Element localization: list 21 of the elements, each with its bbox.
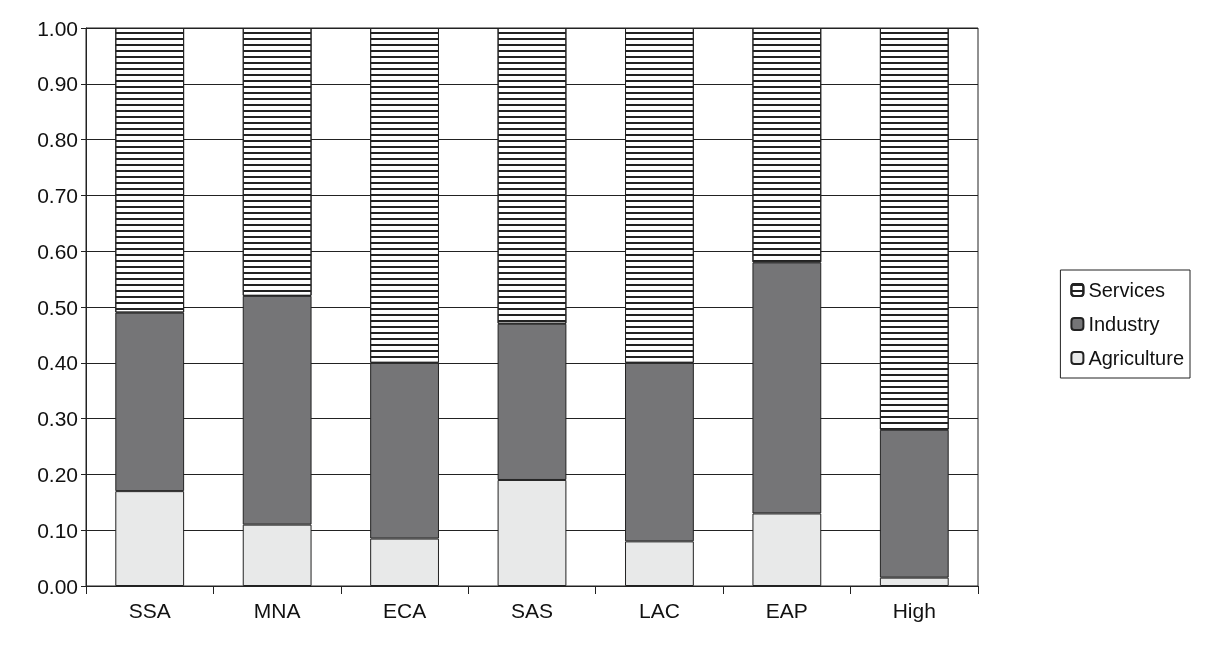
x-tick-label: ECA: [382, 599, 427, 622]
y-tick-label: 0.10: [37, 518, 78, 542]
x-tick-label: SAS: [510, 599, 554, 622]
x-tick-label: SSA: [128, 599, 171, 622]
y-tick-label: 0.50: [37, 295, 78, 319]
x-tick-label: MNA: [253, 599, 301, 622]
y-tick-label: 0.40: [37, 351, 78, 375]
y-tick-label: 0.60: [37, 239, 78, 263]
y-tick-label: 0.00: [37, 574, 78, 598]
legend-label: Agriculture: [1088, 347, 1185, 369]
legend-label: Services: [1088, 279, 1166, 301]
y-tick-label: 0.90: [37, 72, 78, 96]
legend-label: Industry: [1088, 313, 1160, 335]
y-tick-label: 0.70: [37, 183, 78, 207]
y-tick-label: 0.30: [37, 407, 78, 431]
y-tick-label: 1.00: [37, 16, 78, 40]
y-tick-label: 0.20: [37, 462, 78, 486]
y-tick-label: 0.80: [37, 128, 78, 152]
x-tick-label: LAC: [639, 599, 680, 622]
x-tick-label: High: [892, 599, 936, 622]
x-tick-label: EAP: [765, 599, 808, 622]
